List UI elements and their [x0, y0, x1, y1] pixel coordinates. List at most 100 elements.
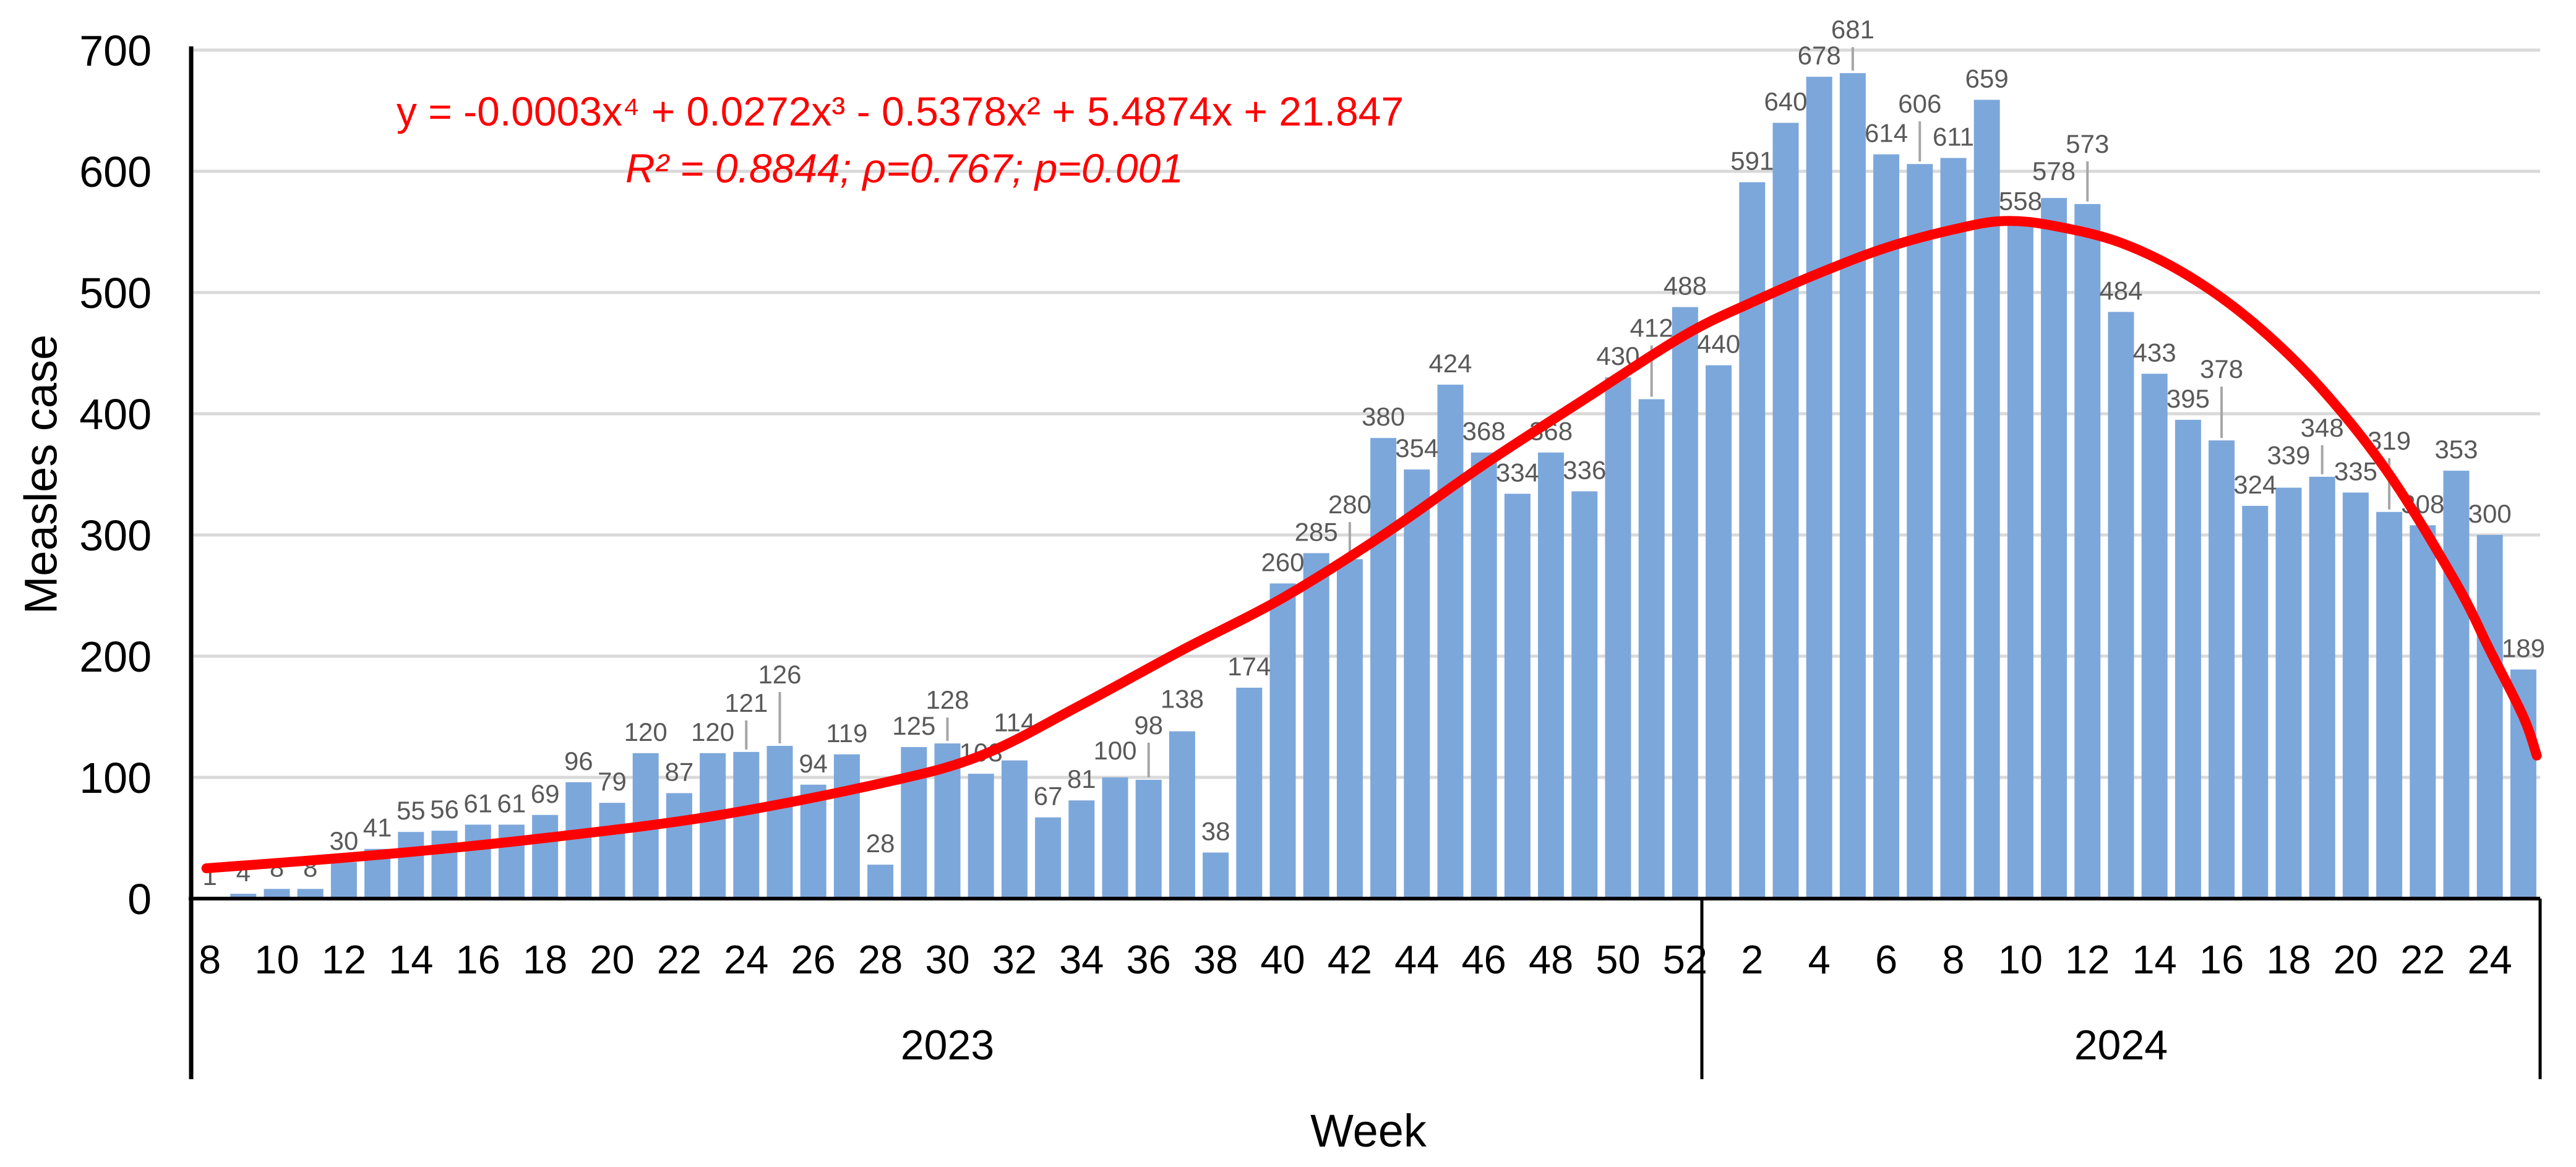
- bar: [532, 814, 559, 899]
- bar-value-label: 260: [1261, 547, 1304, 576]
- bar-value-label: 424: [1428, 349, 1472, 378]
- x-tick-label: 20: [590, 937, 634, 982]
- bar-value-label: 128: [925, 685, 969, 714]
- bar: [1102, 777, 1128, 899]
- bar: [1605, 377, 1631, 899]
- bar-value-label: 659: [1965, 64, 2009, 93]
- bar-value-label: 614: [1865, 119, 1908, 148]
- bar: [2443, 471, 2470, 899]
- bar: [1437, 384, 1464, 899]
- bar-value-label: 30: [330, 826, 359, 855]
- bar-value-label: 484: [2099, 276, 2142, 305]
- bar: [1907, 164, 1933, 899]
- x-tick-label: 24: [724, 937, 768, 982]
- bar-value-label: 81: [1067, 764, 1096, 793]
- bar: [230, 894, 257, 899]
- bar: [1370, 438, 1397, 899]
- bar-value-label: 280: [1328, 490, 1372, 519]
- bar-value-label: 125: [892, 711, 935, 740]
- bar: [2175, 419, 2201, 899]
- bar: [1839, 73, 1866, 899]
- bar-value-label: 380: [1362, 402, 1405, 431]
- bar: [2342, 492, 2369, 899]
- y-tick-label: 300: [79, 511, 152, 560]
- trendline-curve: [201, 216, 2542, 873]
- bar: [2209, 440, 2235, 899]
- x-tick-label: 14: [2132, 937, 2177, 982]
- bar: [1404, 469, 1430, 899]
- bar-value-label: 591: [1730, 147, 1774, 176]
- x-tick-label: 12: [2065, 937, 2110, 982]
- bar-value-label: 174: [1227, 652, 1271, 681]
- bar: [398, 832, 424, 899]
- bar: [599, 803, 625, 899]
- year-label: 2024: [2074, 1022, 2168, 1069]
- x-tick-label: 52: [1663, 937, 1707, 982]
- bar: [1638, 399, 1665, 899]
- bar: [431, 831, 458, 899]
- bar: [1336, 559, 1363, 899]
- x-tick-label: 50: [1595, 937, 1640, 982]
- bar-value-label: 640: [1764, 87, 1807, 116]
- bar: [1739, 182, 1766, 899]
- bar: [2242, 505, 2269, 899]
- y-tick-label: 100: [79, 754, 152, 802]
- bar: [1135, 779, 1162, 899]
- bar-value-label: 378: [2200, 354, 2243, 383]
- bar: [1873, 154, 1900, 899]
- x-tick-label: 16: [2199, 937, 2244, 982]
- bar-value-label: 300: [2468, 499, 2512, 528]
- bar-value-label: 611: [1933, 122, 1974, 151]
- bar: [1973, 100, 2000, 899]
- bar-value-label: 96: [564, 746, 593, 776]
- x-tick-label: 8: [1942, 937, 1964, 982]
- trendline-equation: y = -0.0003x⁴ + 0.0272x³ - 0.5378x² + 5.…: [396, 88, 1404, 134]
- bar-value-label: 440: [1697, 330, 1740, 359]
- bar-value-label: 121: [724, 688, 768, 717]
- bar-value-label: 285: [1295, 517, 1338, 546]
- bar-value-label: 138: [1161, 685, 1204, 714]
- x-tick-label: 48: [1529, 937, 1573, 982]
- x-tick-label: 10: [254, 937, 299, 982]
- bar-value-label: 28: [866, 829, 895, 858]
- bar-value-label: 87: [665, 757, 694, 786]
- x-tick-label: 28: [858, 937, 903, 982]
- bar-value-label: 354: [1395, 434, 1438, 463]
- bar: [330, 862, 357, 899]
- bar: [465, 824, 491, 899]
- y-tick-label: 500: [79, 269, 152, 317]
- x-tick-label: 2: [1741, 937, 1763, 982]
- bar: [766, 746, 793, 899]
- bar-value-label: 98: [1134, 711, 1163, 740]
- bar-value-label: 412: [1630, 313, 1673, 342]
- bar: [700, 753, 726, 899]
- bar: [1001, 760, 1028, 899]
- bar-value-label: 606: [1898, 89, 1941, 118]
- bar-value-label: 335: [2334, 456, 2377, 485]
- bar: [1571, 491, 1598, 899]
- bar-value-label: 324: [2233, 470, 2277, 499]
- bar: [2476, 535, 2503, 899]
- x-tick-label: 6: [1875, 937, 1897, 982]
- x-tick-label: 8: [199, 937, 221, 982]
- x-tick-label: 18: [523, 937, 567, 982]
- bar: [2041, 198, 2067, 899]
- bar: [1538, 452, 1565, 899]
- x-tick-label: 42: [1328, 937, 1372, 982]
- x-tick-label: 40: [1260, 937, 1305, 982]
- bar: [1504, 494, 1531, 899]
- bar-value-label: 433: [2133, 338, 2176, 367]
- bar: [264, 889, 290, 899]
- bar: [1203, 852, 1229, 899]
- x-tick-label: 38: [1193, 937, 1238, 982]
- bar-value-label: 334: [1496, 458, 1539, 487]
- bar-value-label: 681: [1831, 15, 1874, 44]
- trendline-stats: R² = 0.8844; ρ=0.767; p=0.001: [625, 145, 1183, 191]
- year-label: 2023: [901, 1022, 994, 1069]
- bar: [2309, 476, 2335, 899]
- bar-value-label: 61: [497, 789, 526, 818]
- bar-value-label: 69: [531, 779, 560, 808]
- x-tick-label: 24: [2468, 937, 2512, 982]
- x-tick-label: 14: [389, 937, 433, 982]
